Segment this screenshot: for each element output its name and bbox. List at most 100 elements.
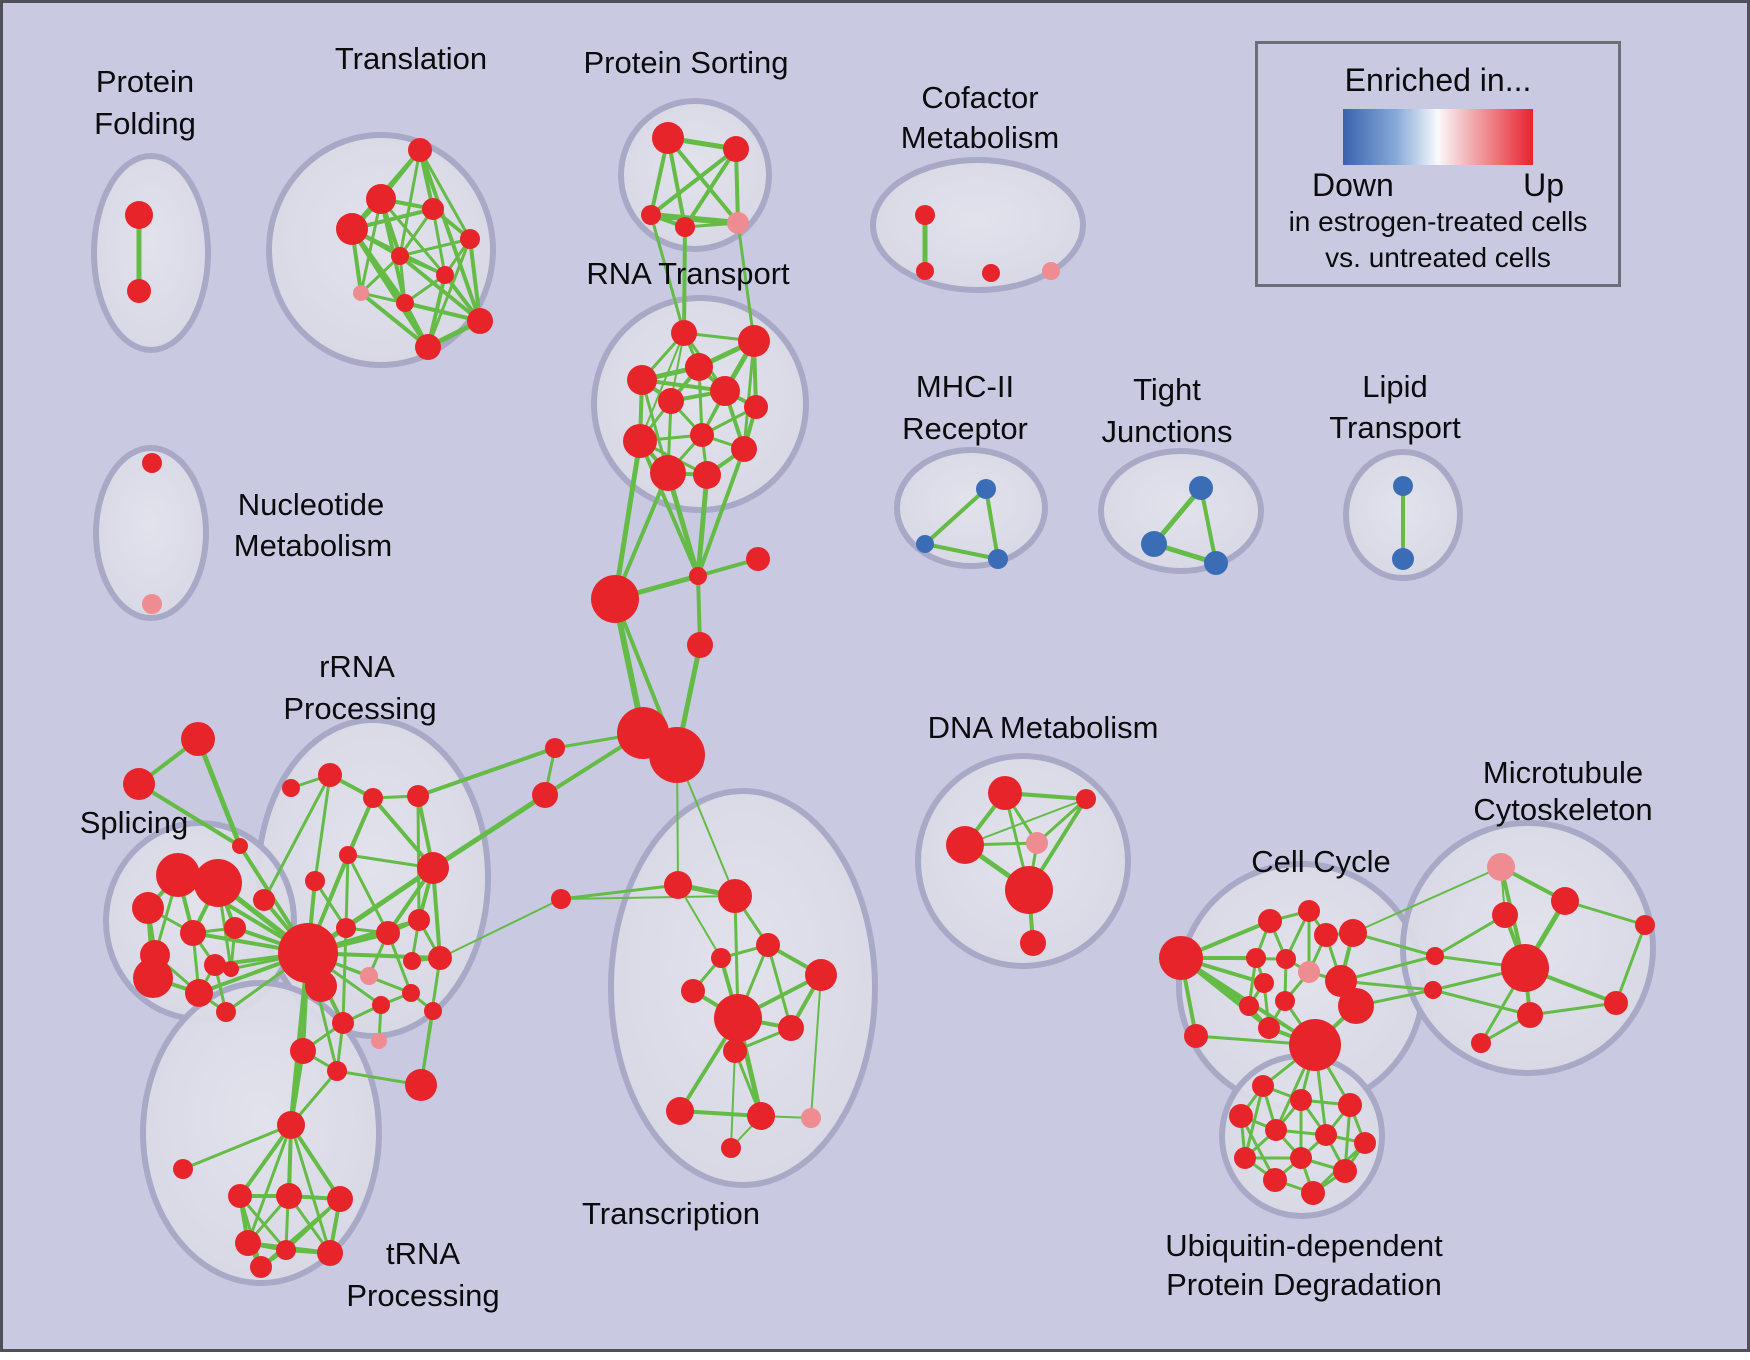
- cluster-label: Lipid: [1362, 369, 1428, 404]
- gene-set-node: [405, 1069, 437, 1101]
- cluster-label: Transcription: [582, 1196, 760, 1231]
- gene-set-node: [1265, 1119, 1287, 1141]
- edge: [1199, 486, 1218, 565]
- gene-set-node: [1252, 1075, 1274, 1097]
- edge: [1614, 923, 1647, 1005]
- gene-set-node: [650, 455, 686, 491]
- gene-set-node: [623, 424, 657, 458]
- gene-set-node: [417, 852, 449, 884]
- gene-set-node: [424, 1002, 442, 1020]
- edge: [1351, 931, 1437, 958]
- gene-set-node: [223, 961, 239, 977]
- gene-set-node: [805, 959, 837, 991]
- gene-set-node: [1239, 996, 1259, 1016]
- gene-set-node: [436, 266, 454, 284]
- gene-set-node: [290, 1038, 316, 1064]
- gene-set-node: [1635, 915, 1655, 935]
- gene-set-node: [353, 285, 369, 301]
- edge: [246, 1123, 293, 1245]
- gene-set-node: [253, 889, 275, 911]
- cluster-label: MHC-II: [916, 369, 1014, 404]
- gene-set-node: [916, 262, 934, 280]
- edge: [923, 542, 1000, 561]
- cluster-ellipse-nucleotide-metabolism: [93, 445, 209, 621]
- edge: [349, 226, 431, 350]
- gene-set-node: [778, 1015, 804, 1041]
- gene-set-node: [133, 958, 173, 998]
- gene-set-node: [1258, 909, 1282, 933]
- gene-set-node: [1234, 1147, 1256, 1169]
- gene-set-node: [250, 1256, 272, 1278]
- gene-set-node: [228, 1184, 252, 1208]
- gene-set-node: [276, 1183, 302, 1209]
- gene-set-node: [747, 1102, 775, 1130]
- gene-set-node: [224, 917, 246, 939]
- edge: [560, 895, 736, 900]
- gene-set-node: [336, 213, 368, 245]
- cluster-label: rRNA: [319, 649, 395, 684]
- cluster-label: Nucleotide: [238, 487, 384, 522]
- gene-set-node: [721, 1138, 741, 1158]
- edge: [137, 782, 242, 848]
- gene-set-node: [627, 365, 657, 395]
- edge: [195, 736, 243, 849]
- gene-set-node: [591, 575, 639, 623]
- gene-set-node: [327, 1186, 353, 1212]
- cluster-label: Transport: [1329, 410, 1461, 445]
- gene-set-node: [1551, 887, 1579, 915]
- cluster-label: Metabolism: [234, 528, 393, 563]
- gene-set-node: [641, 205, 661, 225]
- gene-set-node: [185, 979, 213, 1007]
- gene-set-node: [372, 996, 390, 1014]
- gene-set-node: [1290, 1089, 1312, 1111]
- gene-set-node: [982, 264, 1000, 282]
- gene-set-node: [723, 1039, 747, 1063]
- gene-set-node: [1076, 789, 1096, 809]
- gene-set-node: [142, 594, 162, 614]
- gene-set-node: [1258, 1017, 1280, 1039]
- edge: [346, 796, 375, 857]
- gene-set-node: [916, 535, 934, 553]
- gene-set-node: [1298, 900, 1320, 922]
- gene-set-node: [1301, 1181, 1325, 1205]
- gene-set-node: [915, 205, 935, 225]
- edge: [730, 1050, 736, 1149]
- gene-set-node: [1204, 551, 1228, 575]
- gene-set-node: [727, 212, 749, 234]
- edge: [1339, 954, 1437, 983]
- gene-set-node: [181, 722, 215, 756]
- edge: [346, 853, 390, 935]
- gene-set-node: [1263, 1168, 1287, 1192]
- gene-set-node: [173, 1159, 193, 1179]
- cluster-label: Processing: [283, 691, 436, 726]
- gene-set-node: [232, 838, 248, 854]
- gene-set-node: [1424, 981, 1442, 999]
- edge: [649, 147, 738, 217]
- edge: [742, 339, 756, 451]
- gene-set-node: [1338, 988, 1374, 1024]
- gene-set-node: [675, 217, 695, 237]
- cluster-label: Cell Cycle: [1251, 844, 1391, 879]
- gene-set-node: [277, 1111, 305, 1139]
- edge: [418, 148, 472, 241]
- gene-set-node: [204, 954, 226, 976]
- gene-set-node: [216, 1002, 236, 1022]
- gene-set-node: [1501, 944, 1549, 992]
- gene-set-node: [1254, 973, 1274, 993]
- edge: [418, 148, 482, 323]
- edge: [648, 212, 741, 226]
- gene-set-node: [278, 923, 338, 983]
- edge: [262, 773, 332, 902]
- gene-set-node: [366, 184, 396, 214]
- gene-set-node: [194, 859, 242, 907]
- gene-set-node: [1189, 476, 1213, 500]
- gene-set-node: [1315, 1124, 1337, 1146]
- gene-set-node: [1426, 947, 1444, 965]
- gene-set-node: [1275, 991, 1295, 1011]
- gene-set-node: [318, 763, 342, 787]
- cluster-label: Protein Degradation: [1166, 1267, 1442, 1302]
- gene-set-node: [415, 334, 441, 360]
- gene-set-node: [731, 436, 757, 462]
- gene-set-node: [1184, 1024, 1208, 1048]
